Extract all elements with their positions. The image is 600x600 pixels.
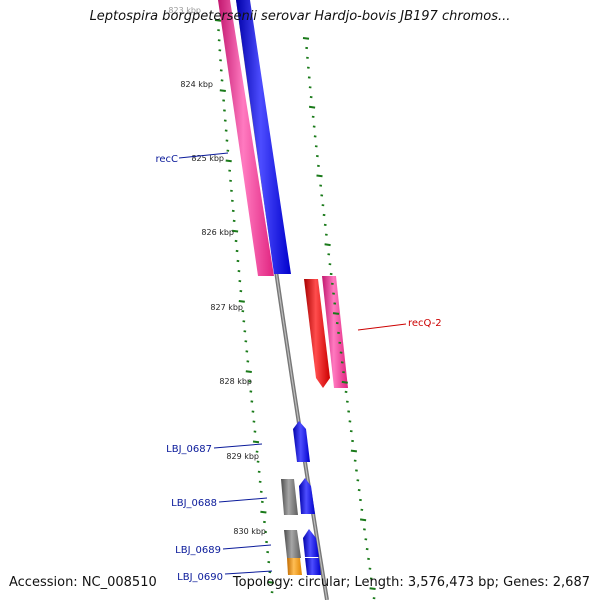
kbp-label-826: 826 kbp: [201, 228, 234, 237]
tick-mark: [214, 19, 222, 22]
leader-line-recq2: [357, 323, 407, 331]
gene-label-recq2[interactable]: recQ-2: [408, 318, 442, 329]
accession-label: Accession: NC_008510: [9, 575, 157, 590]
tick-mark: [316, 174, 323, 178]
tick-mark: [225, 159, 232, 163]
tick-mark: [302, 37, 310, 40]
leader-line-lbj0687: [213, 443, 263, 449]
gene-red-recq2[interactable]: [304, 279, 330, 388]
kbp-label-829: 829 kbp: [226, 452, 259, 461]
leader-line-lbj0690: [224, 570, 273, 575]
sequence-title: Leptospira borgpetersenii serovar Hardjo…: [89, 9, 511, 24]
gene-lbj0688[interactable]: [299, 478, 315, 514]
tick-mark: [369, 587, 376, 590]
kbp-label-825: 825 kbp: [191, 154, 224, 163]
gene-label-lbj0689[interactable]: LBJ_0689: [175, 545, 221, 556]
tick-mark: [260, 510, 267, 514]
kbp-label-823: 823 kbp: [168, 6, 201, 15]
scale-labels: 823 kbp 824 kbp 825 kbp 826 kbp 827 kbp …: [168, 6, 266, 536]
kbp-label-827: 827 kbp: [210, 303, 243, 312]
tick-mark: [252, 440, 260, 444]
leader-line-recc: [178, 152, 229, 159]
gene-lbj0689[interactable]: [303, 529, 319, 557]
gene-lbj0687[interactable]: [293, 421, 310, 462]
gene-blue-large[interactable]: [236, 0, 291, 274]
tick-mark: [350, 449, 358, 453]
gene-label-lbj0690[interactable]: LBJ_0690: [177, 572, 223, 583]
tick-mark: [219, 89, 226, 92]
tick-mark: [308, 105, 316, 109]
tick-mark: [332, 312, 340, 315]
gene-lbj0690[interactable]: [305, 558, 321, 575]
gene-pink-recq2[interactable]: [322, 276, 348, 388]
gene-label-lbj0688[interactable]: LBJ_0688: [171, 498, 217, 509]
sequence-summary: Topology: circular; Length: 3,576,473 bp…: [232, 575, 590, 590]
kbp-label-828: 828 kbp: [219, 377, 252, 386]
gene-label-recc[interactable]: recC: [155, 154, 178, 165]
gene-gray-lbj0689[interactable]: [284, 530, 301, 558]
gene-pink-large[interactable]: [218, 0, 274, 276]
kbp-label-824: 824 kbp: [180, 80, 213, 89]
leader-line-lbj0688: [218, 497, 268, 503]
gene-label-lbj0687[interactable]: LBJ_0687: [166, 444, 212, 455]
gene-gray-lbj0688[interactable]: [281, 479, 298, 515]
leader-line-lbj0689: [222, 544, 272, 550]
kbp-label-830: 830 kbp: [233, 527, 266, 536]
tick-mark: [359, 518, 367, 522]
gene-labels: recC recQ-2 LBJ_0687 LBJ_0688 LBJ_0689 L…: [155, 152, 442, 583]
tick-mark: [267, 581, 275, 584]
gene-orange-lbj0690[interactable]: [287, 558, 302, 575]
tick-mark: [245, 370, 252, 373]
tick-mark: [341, 380, 348, 384]
tick-mark: [238, 300, 245, 303]
tick-mark: [231, 229, 239, 233]
tick-marks: [214, 19, 376, 600]
tick-mark: [324, 243, 331, 247]
